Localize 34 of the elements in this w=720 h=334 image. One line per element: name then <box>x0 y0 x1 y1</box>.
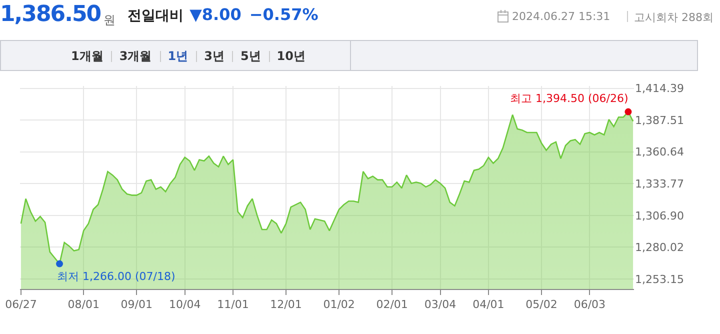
chart-title: 1,386.50 <box>0 2 101 27</box>
y-tick-label: 1,333.77 <box>635 177 684 190</box>
y-tick-label: 1,360.64 <box>635 146 684 159</box>
y-tick-label: 1,414.39 <box>635 82 684 96</box>
text: 1년 <box>168 48 188 65</box>
text: 5년 <box>240 48 261 65</box>
text: 10년 <box>276 48 306 65</box>
x-tick-label: 10/04 <box>168 298 201 312</box>
y-tick-label: 1,280.02 <box>635 241 684 254</box>
y-tick-label: 1,306.90 <box>635 209 684 222</box>
x-tick-label: 06/03 <box>574 298 606 312</box>
x-tick-label: 11/01 <box>217 298 249 312</box>
text: 2024.06.27 15:31 <box>512 10 610 23</box>
text: 3개월 <box>119 48 152 65</box>
x-tick-label: 01/02 <box>323 298 355 312</box>
text: 원 <box>104 12 116 29</box>
text: 3년 <box>204 48 224 65</box>
annotation: 최저 1,266.00 (07/18) <box>57 270 176 283</box>
x-tick-label: 05/02 <box>526 298 558 312</box>
text: 1개월 <box>71 48 104 65</box>
annotation: 최고 1,394.50 (06/26) <box>510 92 628 105</box>
x-tick-label: 06/27 <box>5 298 37 312</box>
x-tick-label: 04/01 <box>472 298 504 312</box>
y-tick-label: 1,387.51 <box>635 114 684 127</box>
x-tick-label: 12/01 <box>270 298 302 312</box>
y-tick-label: 1,253.15 <box>635 272 684 286</box>
text: 고시회차 288회 <box>634 10 714 25</box>
x-tick-label: 08/01 <box>68 298 100 312</box>
x-tick-label: 09/01 <box>120 298 152 312</box>
x-tick-label: 02/01 <box>376 298 408 312</box>
text: ▼8.00 <box>190 5 242 24</box>
text: 전일대비 <box>128 7 184 25</box>
text: −0.57% <box>249 5 318 24</box>
x-tick-label: 03/04 <box>424 298 456 312</box>
